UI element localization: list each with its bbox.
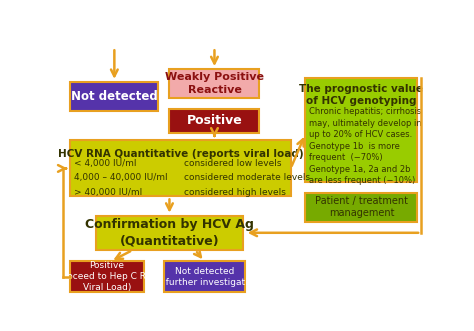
FancyBboxPatch shape (305, 193, 418, 222)
Text: < 4,000 IU/ml: < 4,000 IU/ml (74, 159, 137, 168)
FancyBboxPatch shape (70, 82, 158, 111)
Text: Positive: Positive (187, 114, 242, 127)
Text: considered low levels: considered low levels (184, 159, 282, 168)
FancyBboxPatch shape (169, 109, 259, 133)
Text: Not detected: Not detected (71, 90, 158, 103)
Text: considered moderate levels: considered moderate levels (184, 173, 310, 182)
Text: HCV RNA Quantitative (reports viral load): HCV RNA Quantitative (reports viral load… (58, 149, 303, 159)
Text: Chronic hepatitis; cirrhosis
may, ultimately develop in
up to 20% of HCV cases.
: Chronic hepatitis; cirrhosis may, ultima… (309, 107, 422, 185)
Text: Patient / treatment
management: Patient / treatment management (315, 196, 408, 218)
Text: Not detected
(No further investigation): Not detected (No further investigation) (146, 267, 262, 287)
Text: considered high levels: considered high levels (184, 188, 286, 197)
Text: The prognostic value
of HCV genotyping: The prognostic value of HCV genotyping (300, 84, 423, 106)
Text: Positive
(Proceed to Hep C RNA
Viral Load): Positive (Proceed to Hep C RNA Viral Loa… (55, 261, 159, 292)
FancyBboxPatch shape (305, 78, 418, 182)
FancyBboxPatch shape (164, 261, 245, 292)
FancyBboxPatch shape (169, 69, 259, 98)
FancyBboxPatch shape (70, 261, 144, 292)
Text: Confirmation by HCV Ag
(Quantitative): Confirmation by HCV Ag (Quantitative) (85, 218, 254, 247)
FancyBboxPatch shape (96, 215, 243, 250)
FancyBboxPatch shape (70, 140, 291, 197)
Text: 4,000 – 40,000 IU/ml: 4,000 – 40,000 IU/ml (74, 173, 168, 182)
Text: > 40,000 IU/ml: > 40,000 IU/ml (74, 188, 142, 197)
Text: Weakly Positive
Reactive: Weakly Positive Reactive (165, 72, 264, 95)
